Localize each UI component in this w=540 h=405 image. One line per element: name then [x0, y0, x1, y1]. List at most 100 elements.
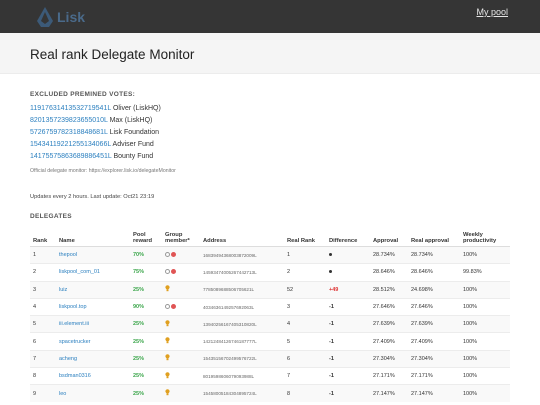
- approval-cell: 27.171%: [370, 367, 408, 385]
- delegate-name-link[interactable]: liskpool.top: [56, 297, 130, 316]
- rank-cell: 2: [30, 263, 56, 282]
- delegate-name-link[interactable]: acheng: [56, 349, 130, 368]
- delegate-name-link[interactable]: luiz: [56, 280, 130, 299]
- table-header-row: Rank Name Pool reward Group member* Addr…: [30, 226, 510, 247]
- real-approval-cell: 27.646%: [408, 297, 460, 316]
- delegate-name-link[interactable]: bsdman0316: [56, 367, 130, 385]
- premined-address-link[interactable]: 5726759782318848681L: [30, 129, 108, 136]
- pool-reward-cell: 25%: [130, 315, 162, 333]
- difference-value: -1: [329, 355, 334, 362]
- pool-reward-cell: 25%: [130, 280, 162, 299]
- lightbulb-icon: [165, 354, 170, 361]
- premined-address-link[interactable]: 15434119221255134066L: [30, 141, 111, 148]
- weekly-productivity-cell: 100%: [460, 349, 510, 368]
- group-member-cell: [162, 332, 200, 351]
- table-row: 9 leo 25% 15458005184304895724L 8 -1 27.147% 27…: [30, 384, 510, 402]
- column-header-rank: Rank: [30, 226, 56, 247]
- update-status: Updates every 2 hours. Last update: Oct2…: [30, 194, 155, 200]
- real-rank-cell: 2: [284, 263, 326, 282]
- list-item: 11917631413532719541L Oliver (LiskHQ): [30, 103, 510, 115]
- approval-cell: 28.646%: [370, 263, 408, 282]
- real-rank-cell: 4: [284, 315, 326, 333]
- address-cell: 15435156702499576722L: [200, 349, 284, 368]
- group-member-cell: [162, 297, 200, 316]
- column-header-name: Name: [56, 226, 130, 247]
- weekly-productivity-cell: 100%: [460, 297, 510, 316]
- delegate-name-link[interactable]: liskpool_com_01: [56, 263, 130, 282]
- difference-value: -1: [329, 338, 334, 345]
- approval-cell: 28.512%: [370, 280, 408, 299]
- weekly-productivity-cell: 100%: [460, 315, 510, 333]
- delegate-name-link[interactable]: thepool: [56, 245, 130, 264]
- difference-value: -1: [329, 373, 334, 380]
- approval-cell: 27.639%: [370, 315, 408, 333]
- real-approval-cell: 27.147%: [408, 384, 460, 402]
- table-row: 1 thepool 70% 16839494368003872009L 1 28.734%…: [30, 245, 510, 264]
- difference-value: -1: [329, 321, 334, 328]
- lightbulb-icon: [165, 337, 170, 344]
- delegates-table: Rank Name Pool reward Group member* Addr…: [30, 226, 510, 402]
- premined-address-link[interactable]: 8201357239823655010L: [30, 117, 108, 124]
- rank-cell: 6: [30, 332, 56, 351]
- group-member-cell: [162, 315, 200, 333]
- approval-cell: 27.646%: [370, 297, 408, 316]
- difference-value: +49: [329, 286, 339, 293]
- real-approval-cell: 27.639%: [408, 315, 460, 333]
- logo-text: Lisk: [57, 9, 86, 25]
- rank-cell: 3: [30, 280, 56, 299]
- list-item: 5726759782318848681L Lisk Foundation: [30, 127, 510, 139]
- real-rank-cell: 1: [284, 245, 326, 264]
- difference-cell: [326, 245, 370, 264]
- pool-reward-cell: 75%: [130, 263, 162, 282]
- list-item: 8201357239823655010L Max (LiskHQ): [30, 115, 510, 127]
- real-rank-cell: 6: [284, 349, 326, 368]
- difference-value: -1: [329, 390, 334, 397]
- premined-address-link[interactable]: 11917631413532719541L: [30, 105, 111, 112]
- weekly-productivity-cell: 100%: [460, 332, 510, 351]
- real-rank-cell: 7: [284, 367, 326, 385]
- address-cell: 16839494368003872009L: [200, 245, 284, 264]
- premined-label: Lisk Foundation: [109, 129, 159, 136]
- address-cell: 8019598606079093988L: [200, 367, 284, 385]
- lisk-logo-icon: [37, 7, 53, 27]
- real-approval-cell: 27.171%: [408, 367, 460, 385]
- approval-cell: 28.734%: [370, 245, 408, 264]
- weekly-productivity-cell: 100%: [460, 280, 510, 299]
- column-header-group-member: Group member*: [162, 226, 200, 247]
- column-header-real-approval: Real approval: [408, 226, 460, 247]
- my-pool-link[interactable]: My pool: [476, 7, 508, 17]
- address-cell: 7785089688506705621L: [200, 280, 284, 299]
- group-member-cell: [162, 367, 200, 385]
- difference-value: -1: [329, 304, 334, 311]
- group-member-cell: [162, 280, 200, 299]
- pool-reward-cell: 25%: [130, 367, 162, 385]
- official-monitor-note: Official delegate monitor: https://explo…: [30, 168, 176, 174]
- group-circles-icon: [165, 268, 176, 274]
- table-row: 7 acheng 25% 15435156702499576722L 6 -1 27.304…: [30, 349, 510, 368]
- column-header-real-rank: Real Rank: [284, 226, 326, 247]
- column-header-weekly-productivity: Weekly productivity: [460, 226, 510, 247]
- lightbulb-icon: [165, 389, 170, 396]
- column-header-approval: Approval: [370, 226, 408, 247]
- logo[interactable]: Lisk: [36, 6, 85, 28]
- difference-cell: -1: [326, 367, 370, 385]
- delegate-name-link[interactable]: leo: [56, 384, 130, 402]
- page-title: Real rank Delegate Monitor: [30, 47, 195, 62]
- delegate-name-link[interactable]: iii.element.iii: [56, 315, 130, 333]
- rank-cell: 5: [30, 315, 56, 333]
- real-approval-cell: 27.409%: [408, 332, 460, 351]
- address-cell: 14212484126746187777L: [200, 332, 284, 351]
- lightbulb-icon: [165, 320, 170, 327]
- approval-cell: 27.304%: [370, 349, 408, 368]
- approval-cell: 27.409%: [370, 332, 408, 351]
- group-member-cell: [162, 245, 200, 264]
- premined-label: Max (LiskHQ): [109, 117, 153, 124]
- weekly-productivity-cell: 100%: [460, 367, 510, 385]
- table-row: 6 spacetrucker 25% 14212484126746187777L 5 -1…: [30, 332, 510, 351]
- premined-address-link[interactable]: 14175575863689886451L: [30, 153, 112, 160]
- address-cell: 15458005184304895724L: [200, 384, 284, 402]
- address-cell: 14593474005267442713L: [200, 263, 284, 282]
- table-row: 4 liskpool.top 90% 4034636149257692063L 3 -1 2…: [30, 297, 510, 316]
- pool-reward-cell: 25%: [130, 332, 162, 351]
- delegate-name-link[interactable]: spacetrucker: [56, 332, 130, 351]
